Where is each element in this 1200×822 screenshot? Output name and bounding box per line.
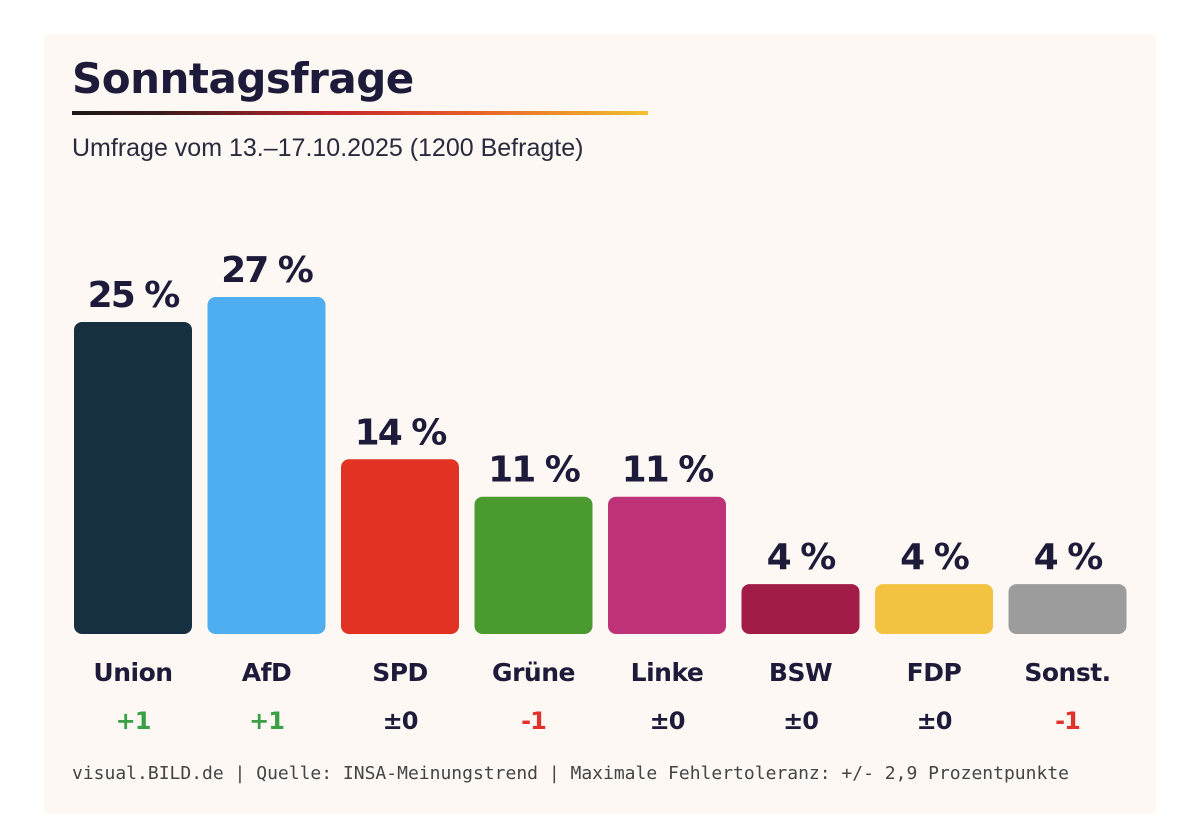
change-label-4: ±0 <box>650 707 685 735</box>
bar-2 <box>341 459 459 634</box>
value-label-1: 27 % <box>221 250 313 291</box>
bar-0 <box>74 321 192 634</box>
value-label-4: 11 % <box>622 450 714 491</box>
category-label-0: Union <box>93 658 172 687</box>
value-label-0: 25 % <box>88 275 180 316</box>
change-label-1: +1 <box>249 707 284 735</box>
change-label-3: -1 <box>521 707 546 735</box>
value-label-2: 14 % <box>355 412 447 453</box>
value-label-6: 4 % <box>900 537 969 578</box>
value-label-7: 4 % <box>1034 537 1103 578</box>
bar-6 <box>875 584 993 634</box>
bar-3 <box>474 496 593 634</box>
category-label-7: Sonst. <box>1024 658 1110 687</box>
change-label-6: ±0 <box>917 707 952 735</box>
bar-7 <box>1008 584 1127 634</box>
value-label-3: 11 % <box>488 450 580 491</box>
source-footer: visual.BILD.de | Quelle: INSA-Meinungstr… <box>72 763 1069 784</box>
chart-title: Sonntagsfrage <box>72 54 414 103</box>
category-label-2: SPD <box>372 658 428 687</box>
category-label-5: BSW <box>769 658 832 687</box>
category-label-3: Grüne <box>492 658 575 687</box>
change-label-0: +1 <box>116 707 151 735</box>
change-label-5: ±0 <box>783 707 818 735</box>
bar-4 <box>608 496 726 634</box>
value-label-5: 4 % <box>767 537 836 578</box>
bar-chart: 25 % Union +1 27 % AfD +1 14 % SPD ±0 11 % Grüne -1… <box>74 250 1127 735</box>
bar-5 <box>741 584 860 634</box>
title-underline <box>72 111 648 115</box>
change-label-2: ±0 <box>383 707 418 735</box>
chart-card: Sonntagsfrage Umfrage vom 13.–17.10.2025… <box>44 34 1156 814</box>
bar-1 <box>207 297 326 634</box>
category-label-1: AfD <box>242 658 291 687</box>
change-label-7: -1 <box>1055 707 1080 735</box>
chart-subtitle: Umfrage vom 13.–17.10.2025 (1200 Befragt… <box>72 134 584 162</box>
category-label-4: Linke <box>631 658 704 687</box>
category-label-6: FDP <box>907 658 962 687</box>
